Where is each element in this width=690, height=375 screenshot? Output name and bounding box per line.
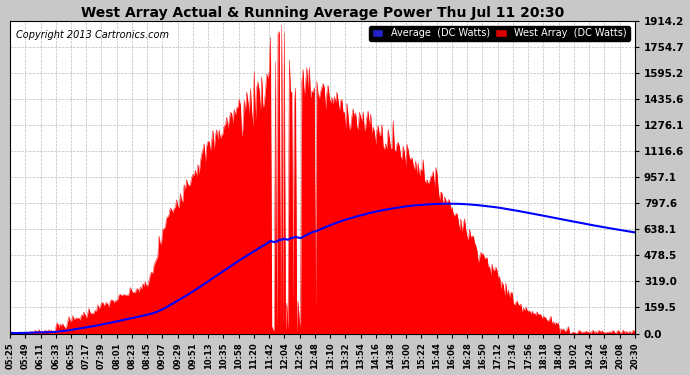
Title: West Array Actual & Running Average Power Thu Jul 11 20:30: West Array Actual & Running Average Powe…: [81, 6, 564, 20]
Text: Copyright 2013 Cartronics.com: Copyright 2013 Cartronics.com: [17, 30, 169, 40]
Legend: Average  (DC Watts), West Array  (DC Watts): Average (DC Watts), West Array (DC Watts…: [368, 26, 630, 41]
